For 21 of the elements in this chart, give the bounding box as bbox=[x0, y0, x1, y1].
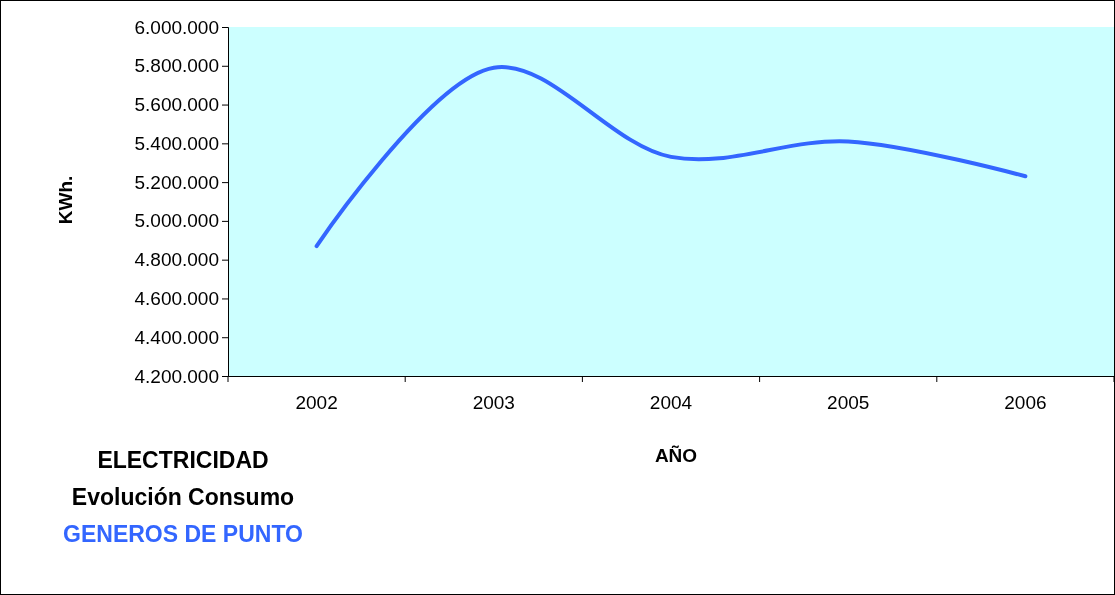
x-tick-label: 2004 bbox=[649, 392, 693, 414]
y-tick-label: 5.600.000 bbox=[134, 94, 219, 116]
x-axis-title: AÑO bbox=[654, 445, 698, 466]
y-tick-label: 4.400.000 bbox=[134, 326, 219, 348]
y-tick-label: 6.000.000 bbox=[134, 16, 219, 38]
x-tick-label: 2006 bbox=[1004, 392, 1047, 414]
text: Evolución Consumo bbox=[71, 484, 295, 510]
x-tick-label: 2002 bbox=[295, 392, 338, 414]
y-tick-label: 4.600.000 bbox=[134, 288, 219, 310]
y-tick-label: 5.000.000 bbox=[134, 210, 219, 232]
x-tick-label: 2005 bbox=[827, 392, 870, 414]
x-tick-label: 2003 bbox=[472, 392, 515, 414]
y-tick-label: 4.800.000 bbox=[134, 249, 219, 271]
y-tick-label: 5.400.000 bbox=[134, 132, 219, 154]
y-tick-label: 5.800.000 bbox=[134, 55, 219, 77]
y-axis-title: KWh. bbox=[55, 175, 76, 225]
y-tick-label: 5.200.000 bbox=[134, 171, 219, 193]
line-series bbox=[314, 65, 1028, 249]
y-tick-label: 4.200.000 bbox=[134, 365, 219, 387]
text: GENEROS DE PUNTO bbox=[63, 521, 303, 547]
text: ELECTRICIDAD bbox=[97, 447, 269, 473]
